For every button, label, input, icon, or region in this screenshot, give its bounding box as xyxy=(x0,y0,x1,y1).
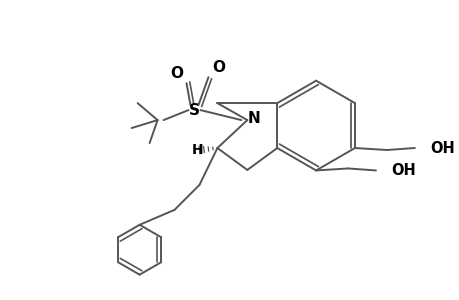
Text: O: O xyxy=(212,60,224,75)
Text: OH: OH xyxy=(429,140,453,155)
Text: O: O xyxy=(170,66,183,81)
Text: OH: OH xyxy=(390,163,415,178)
Text: S: S xyxy=(189,103,200,118)
Text: H: H xyxy=(191,143,203,157)
Text: N: N xyxy=(247,111,260,126)
